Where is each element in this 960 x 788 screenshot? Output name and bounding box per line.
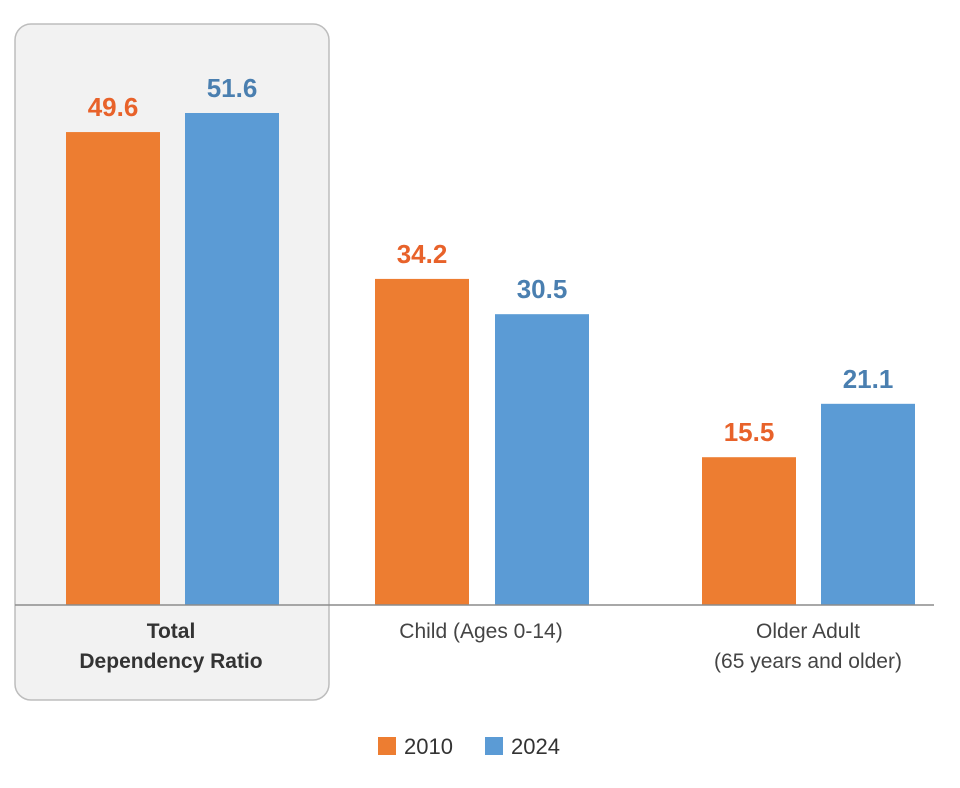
bars-group xyxy=(66,113,915,605)
category-label-2-line-0: Older Adult xyxy=(756,620,860,643)
value-label-2010-2: 15.5 xyxy=(724,417,775,447)
value-label-2024-1: 30.5 xyxy=(517,274,568,304)
highlight-panel xyxy=(14,23,330,701)
bar-2010-2 xyxy=(702,457,796,605)
category-labels-group: Total Dependency Ratio Child (Ages 0-14) Ol… xyxy=(79,620,902,673)
bar-2010-0 xyxy=(66,132,160,605)
bar-2010-1 xyxy=(375,278,469,605)
value-label-2010-0: 49.6 xyxy=(88,92,139,122)
value-label-2024-2: 21.1 xyxy=(843,364,894,394)
category-label-1-line-0: Child (Ages 0-14) xyxy=(399,620,562,643)
legend-label-2024: 2024 xyxy=(511,734,560,759)
category-label-2-line-1: (65 years and older) xyxy=(714,650,902,673)
legend-swatch-2024 xyxy=(485,737,503,755)
category-label-0-line-0: Total xyxy=(147,620,196,643)
bar-2024-2 xyxy=(821,403,915,605)
category-label-0-line-1: Dependency Ratio xyxy=(79,650,262,673)
legend-swatch-2010 xyxy=(378,737,396,755)
legend-label-2010: 2010 xyxy=(404,734,453,759)
value-labels-group: 49.6 34.2 15.5 51.6 30.5 21.1 xyxy=(88,73,894,447)
legend: 2010 2024 xyxy=(378,734,560,759)
value-label-2024-0: 51.6 xyxy=(207,73,258,103)
value-label-2010-1: 34.2 xyxy=(397,239,448,269)
bar-2024-0 xyxy=(185,113,279,605)
bar-2024-1 xyxy=(495,314,589,605)
